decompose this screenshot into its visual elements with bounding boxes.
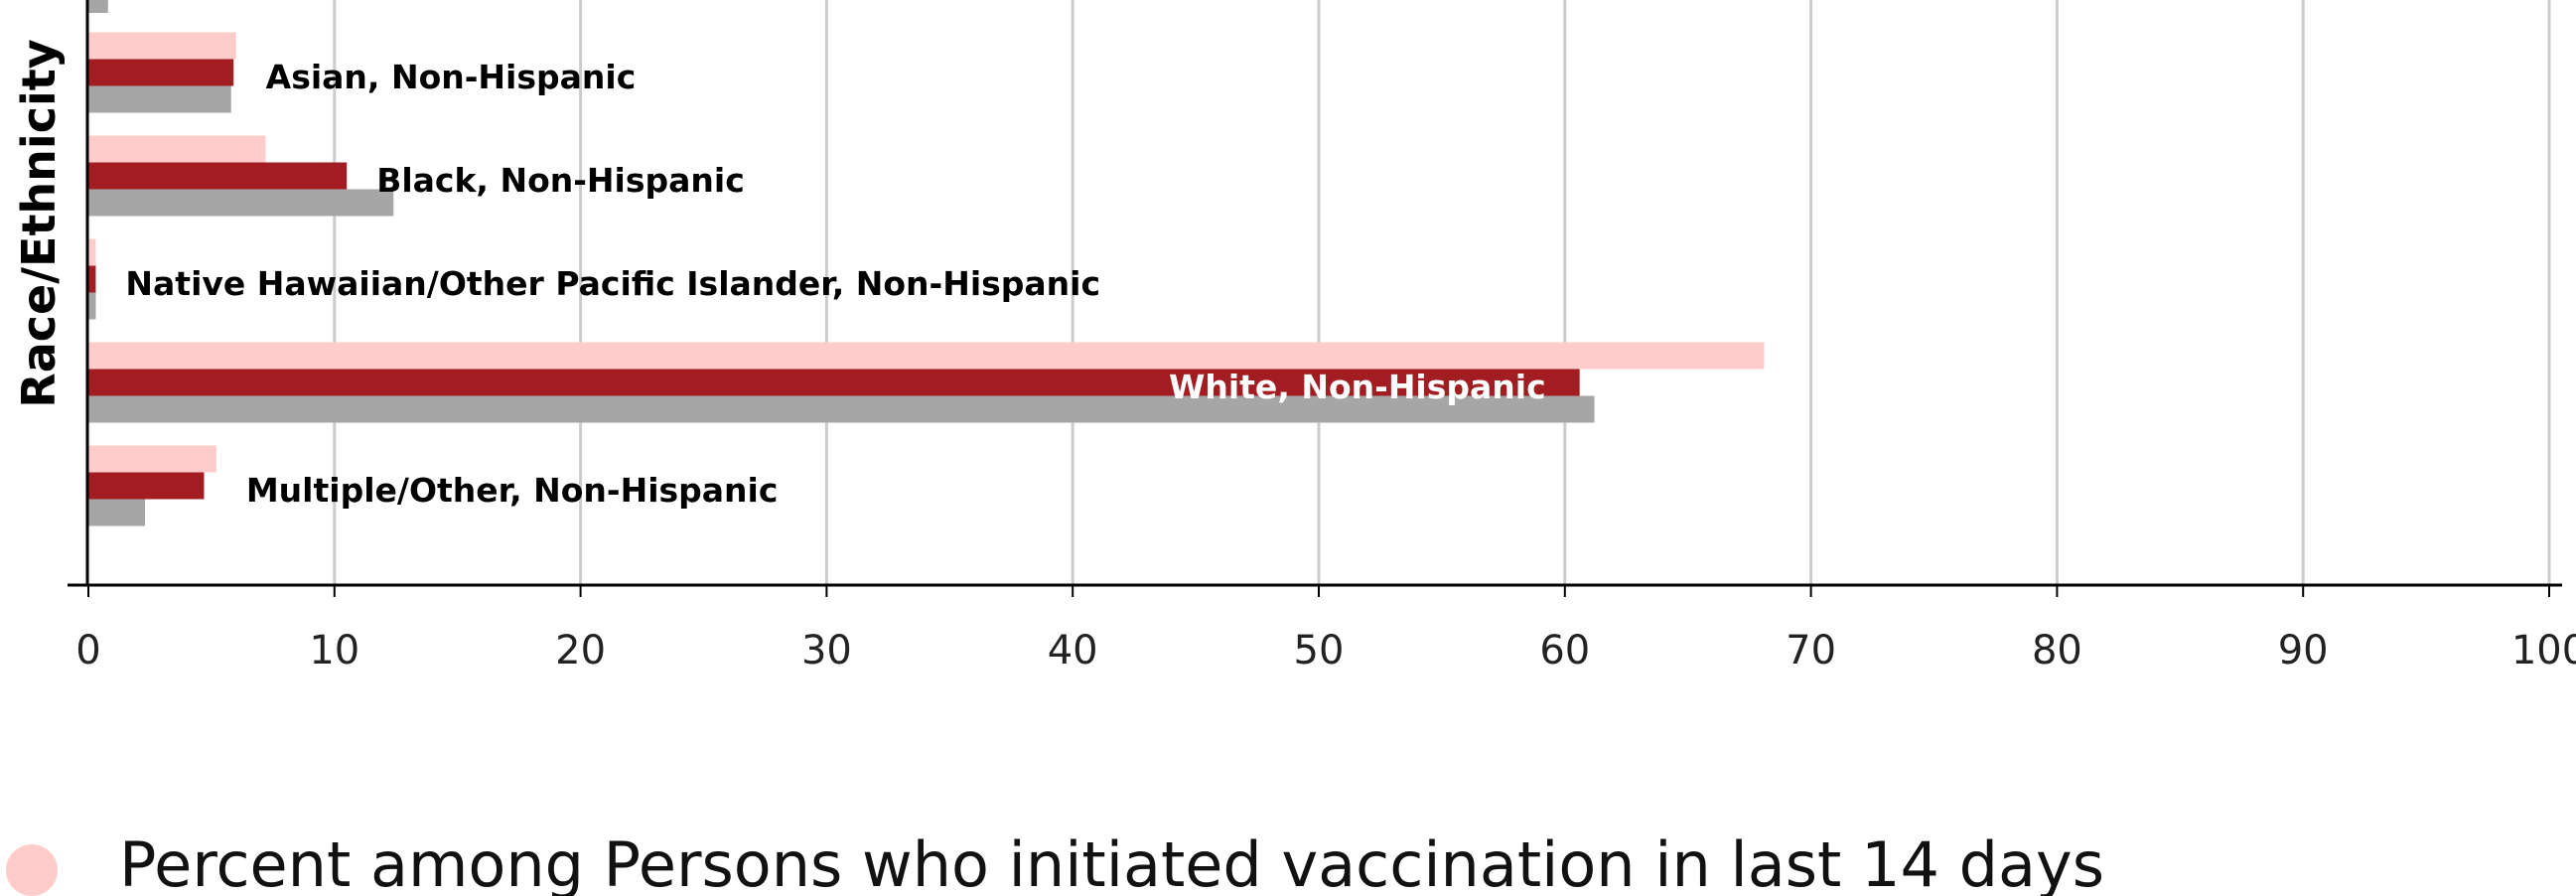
legend-swatch — [6, 844, 58, 896]
bar-2-series-0 — [88, 238, 96, 266]
x-tick-label: 40 — [1048, 628, 1098, 673]
bar-4-series-2 — [88, 499, 145, 526]
vertical-gridlines — [333, 0, 2551, 585]
x-tick-label: 80 — [2032, 628, 2082, 673]
x-tick-label: 60 — [1539, 628, 1590, 673]
legend-label: Percent among Persons who initiated vacc… — [119, 828, 2104, 896]
category-label: White, Non-Hispanic — [1169, 368, 1546, 406]
bar-4-series-1 — [88, 472, 205, 500]
x-tick-label: 30 — [801, 628, 852, 673]
x-tick-label: 10 — [309, 628, 359, 673]
category-label: Asian, Non-Hispanic — [266, 58, 637, 96]
category-label: Black, Non-Hispanic — [376, 161, 745, 200]
x-tick-label: 70 — [1786, 628, 1836, 673]
bar-2-series-1 — [88, 265, 96, 293]
bar-2-series-2 — [88, 292, 96, 320]
bar-0-series-2 — [88, 85, 231, 113]
bar-1-series-0 — [88, 135, 266, 163]
bar-0-series-1 — [88, 59, 234, 86]
x-tick-label: 90 — [2278, 628, 2329, 673]
bar-1-series-1 — [88, 162, 348, 190]
category-label: Multiple/Other, Non-Hispanic — [246, 471, 779, 510]
bar-3-series-2 — [88, 395, 1595, 423]
x-tick-label: 0 — [75, 628, 100, 673]
bar-3-series-1 — [88, 369, 1580, 396]
x-tick-label: 100 — [2511, 628, 2576, 673]
category-label: Native Hawaiian/Other Pacific Islander, … — [125, 264, 1100, 303]
bar-4-series-0 — [88, 445, 216, 473]
bar-0-series-0 — [88, 32, 236, 60]
category-labels: Asian, Non-Hispanic Black, Non-Hispanic Na… — [125, 58, 1545, 510]
x-tick-label: 50 — [1294, 628, 1345, 673]
bar-3-series-0 — [88, 342, 1765, 370]
y-axis-title: Race/Ethnicity — [12, 39, 66, 407]
bar-1-series-2 — [88, 189, 394, 217]
bar-partial-top — [88, 0, 108, 13]
bar-series-group — [88, 0, 1765, 526]
x-tick-label: 20 — [555, 628, 606, 673]
x-axis-ticks: 0 10 20 30 40 50 60 70 80 90 100 — [75, 585, 2576, 673]
